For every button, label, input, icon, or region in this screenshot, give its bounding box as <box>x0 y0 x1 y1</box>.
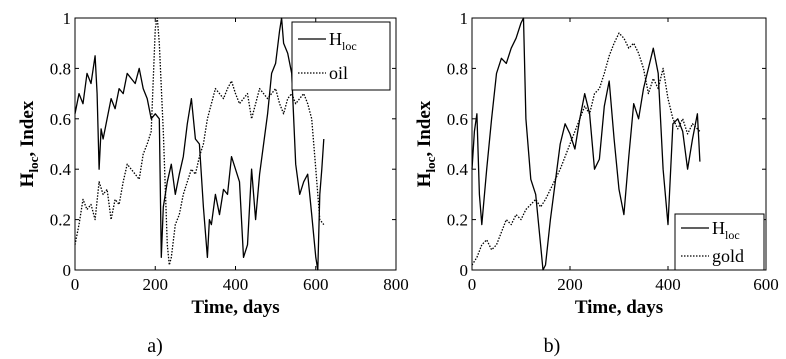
y-tick-label: 0.4 <box>447 160 469 179</box>
panel-caption: a) <box>147 335 163 357</box>
legend-box <box>674 213 765 271</box>
y-tick-label: 0.4 <box>50 160 72 179</box>
y-axis-label-rest: , Index <box>414 100 435 156</box>
series-line-gold <box>471 32 701 266</box>
x-tick-label: 400 <box>223 275 249 294</box>
y-tick-label: 0 <box>63 261 72 280</box>
series-line-hloc <box>471 17 701 271</box>
y-axis-label-sub: loc <box>423 156 438 172</box>
legend-label: oil <box>329 63 348 83</box>
series-line-hloc <box>74 17 325 271</box>
plot-area <box>471 17 767 271</box>
legend-label: Hloc <box>712 218 740 242</box>
legend-label-sub: loc <box>725 228 740 242</box>
y-tick-label: 1 <box>460 9 469 28</box>
x-axis-label: Time, days <box>575 297 663 318</box>
x-tick-label: 800 <box>383 275 409 294</box>
legend: Hloc oil <box>291 21 391 91</box>
legend-box <box>291 21 391 91</box>
series-line-oil <box>74 17 325 266</box>
x-tick-label: 600 <box>753 275 779 294</box>
y-tick-label: 0.2 <box>50 211 71 230</box>
x-tick-label: 0 <box>468 275 477 294</box>
x-tick-label: 200 <box>143 275 169 294</box>
legend-label-main: H <box>712 218 725 238</box>
y-tick-label: 0.6 <box>50 110 71 129</box>
x-tick-label: 200 <box>557 275 583 294</box>
y-axis-label: Hloc, Index <box>17 100 41 187</box>
x-axis-label: Time, days <box>191 297 279 318</box>
y-axis-label-main: H <box>414 172 435 187</box>
y-axis-label: Hloc, Index <box>414 100 438 187</box>
x-tick-label: 600 <box>303 275 329 294</box>
y-tick-label: 0 <box>460 261 469 280</box>
legend-label-main: oil <box>329 63 348 83</box>
legend-label-main: gold <box>712 246 744 266</box>
legend: Hloc gold <box>674 213 765 271</box>
legend-label: Hloc <box>329 29 357 53</box>
y-tick-label: 0.8 <box>447 59 468 78</box>
y-tick-label: 0.6 <box>447 110 468 129</box>
y-tick-label: 1 <box>63 9 72 28</box>
chart-panel-1: 0 200 400 600 800 0 0.2 0.4 0.6 0.8 1 Time, days Hlo… <box>17 9 409 357</box>
x-tick-label: 400 <box>655 275 681 294</box>
legend-label-sub: loc <box>342 39 357 53</box>
panel-caption: b) <box>544 335 561 357</box>
y-tick-label: 0.8 <box>50 59 71 78</box>
y-tick-label: 0.2 <box>447 211 468 230</box>
legend-label-main: H <box>329 29 342 49</box>
y-axis-label-sub: loc <box>26 156 41 172</box>
y-axis-label-rest: , Index <box>17 100 38 156</box>
legend-label: gold <box>712 246 744 266</box>
y-axis-label-main: H <box>17 172 38 187</box>
x-tick-label: 0 <box>71 275 80 294</box>
